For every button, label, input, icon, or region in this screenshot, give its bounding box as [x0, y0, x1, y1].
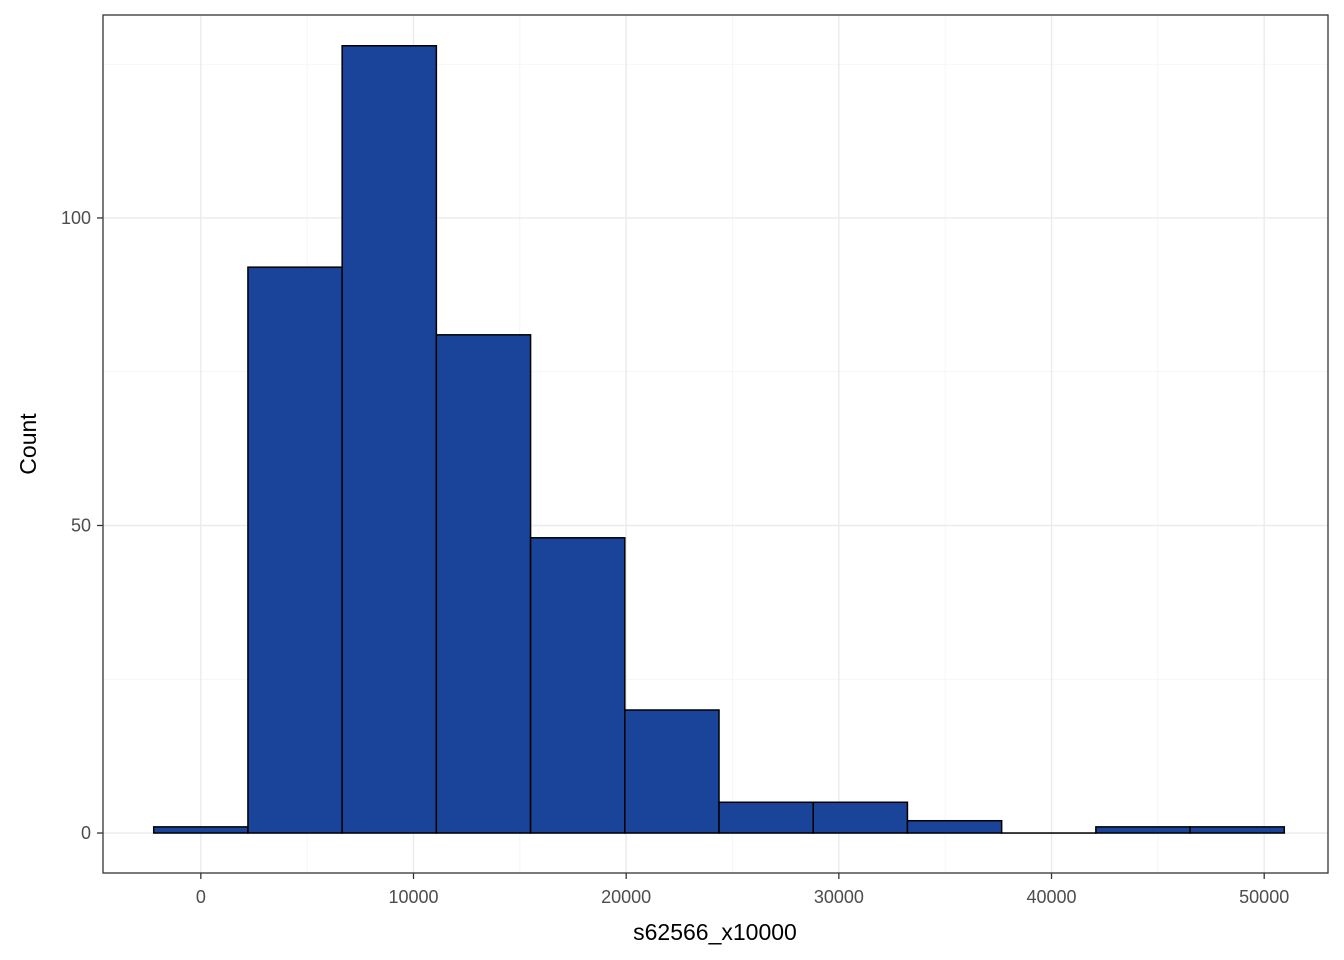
x-tick-label: 0 [196, 887, 206, 907]
plot-border [102, 14, 1329, 874]
histogram-bar [906, 819, 1003, 834]
x-axis-ticks: 0 10000 20000 30000 40000 50000 [196, 873, 1289, 907]
histogram-bar [529, 537, 626, 834]
y-tick-label: 100 [61, 208, 91, 228]
histogram-bar [624, 709, 720, 834]
histogram-bar [435, 334, 532, 834]
histogram-bar [718, 801, 814, 834]
histogram-bar [1189, 826, 1286, 834]
y-axis-title: Count [15, 413, 41, 475]
y-tick-label: 50 [71, 515, 91, 535]
x-tick-label: 50000 [1239, 887, 1289, 907]
histogram-bar [812, 801, 909, 834]
histogram-bar [1095, 826, 1191, 834]
x-tick-label: 30000 [814, 887, 864, 907]
x-tick-label: 20000 [601, 887, 651, 907]
histogram-bar [152, 826, 249, 834]
x-tick-label: 10000 [388, 887, 438, 907]
histogram-bar [247, 266, 343, 834]
histogram-bars [152, 45, 1286, 834]
x-tick-label: 40000 [1026, 887, 1076, 907]
y-axis-ticks: 0 50 100 [61, 208, 103, 843]
histogram-bar [341, 45, 438, 834]
y-tick-label: 0 [81, 823, 91, 843]
x-axis-title: s62566_x10000 [633, 919, 797, 945]
